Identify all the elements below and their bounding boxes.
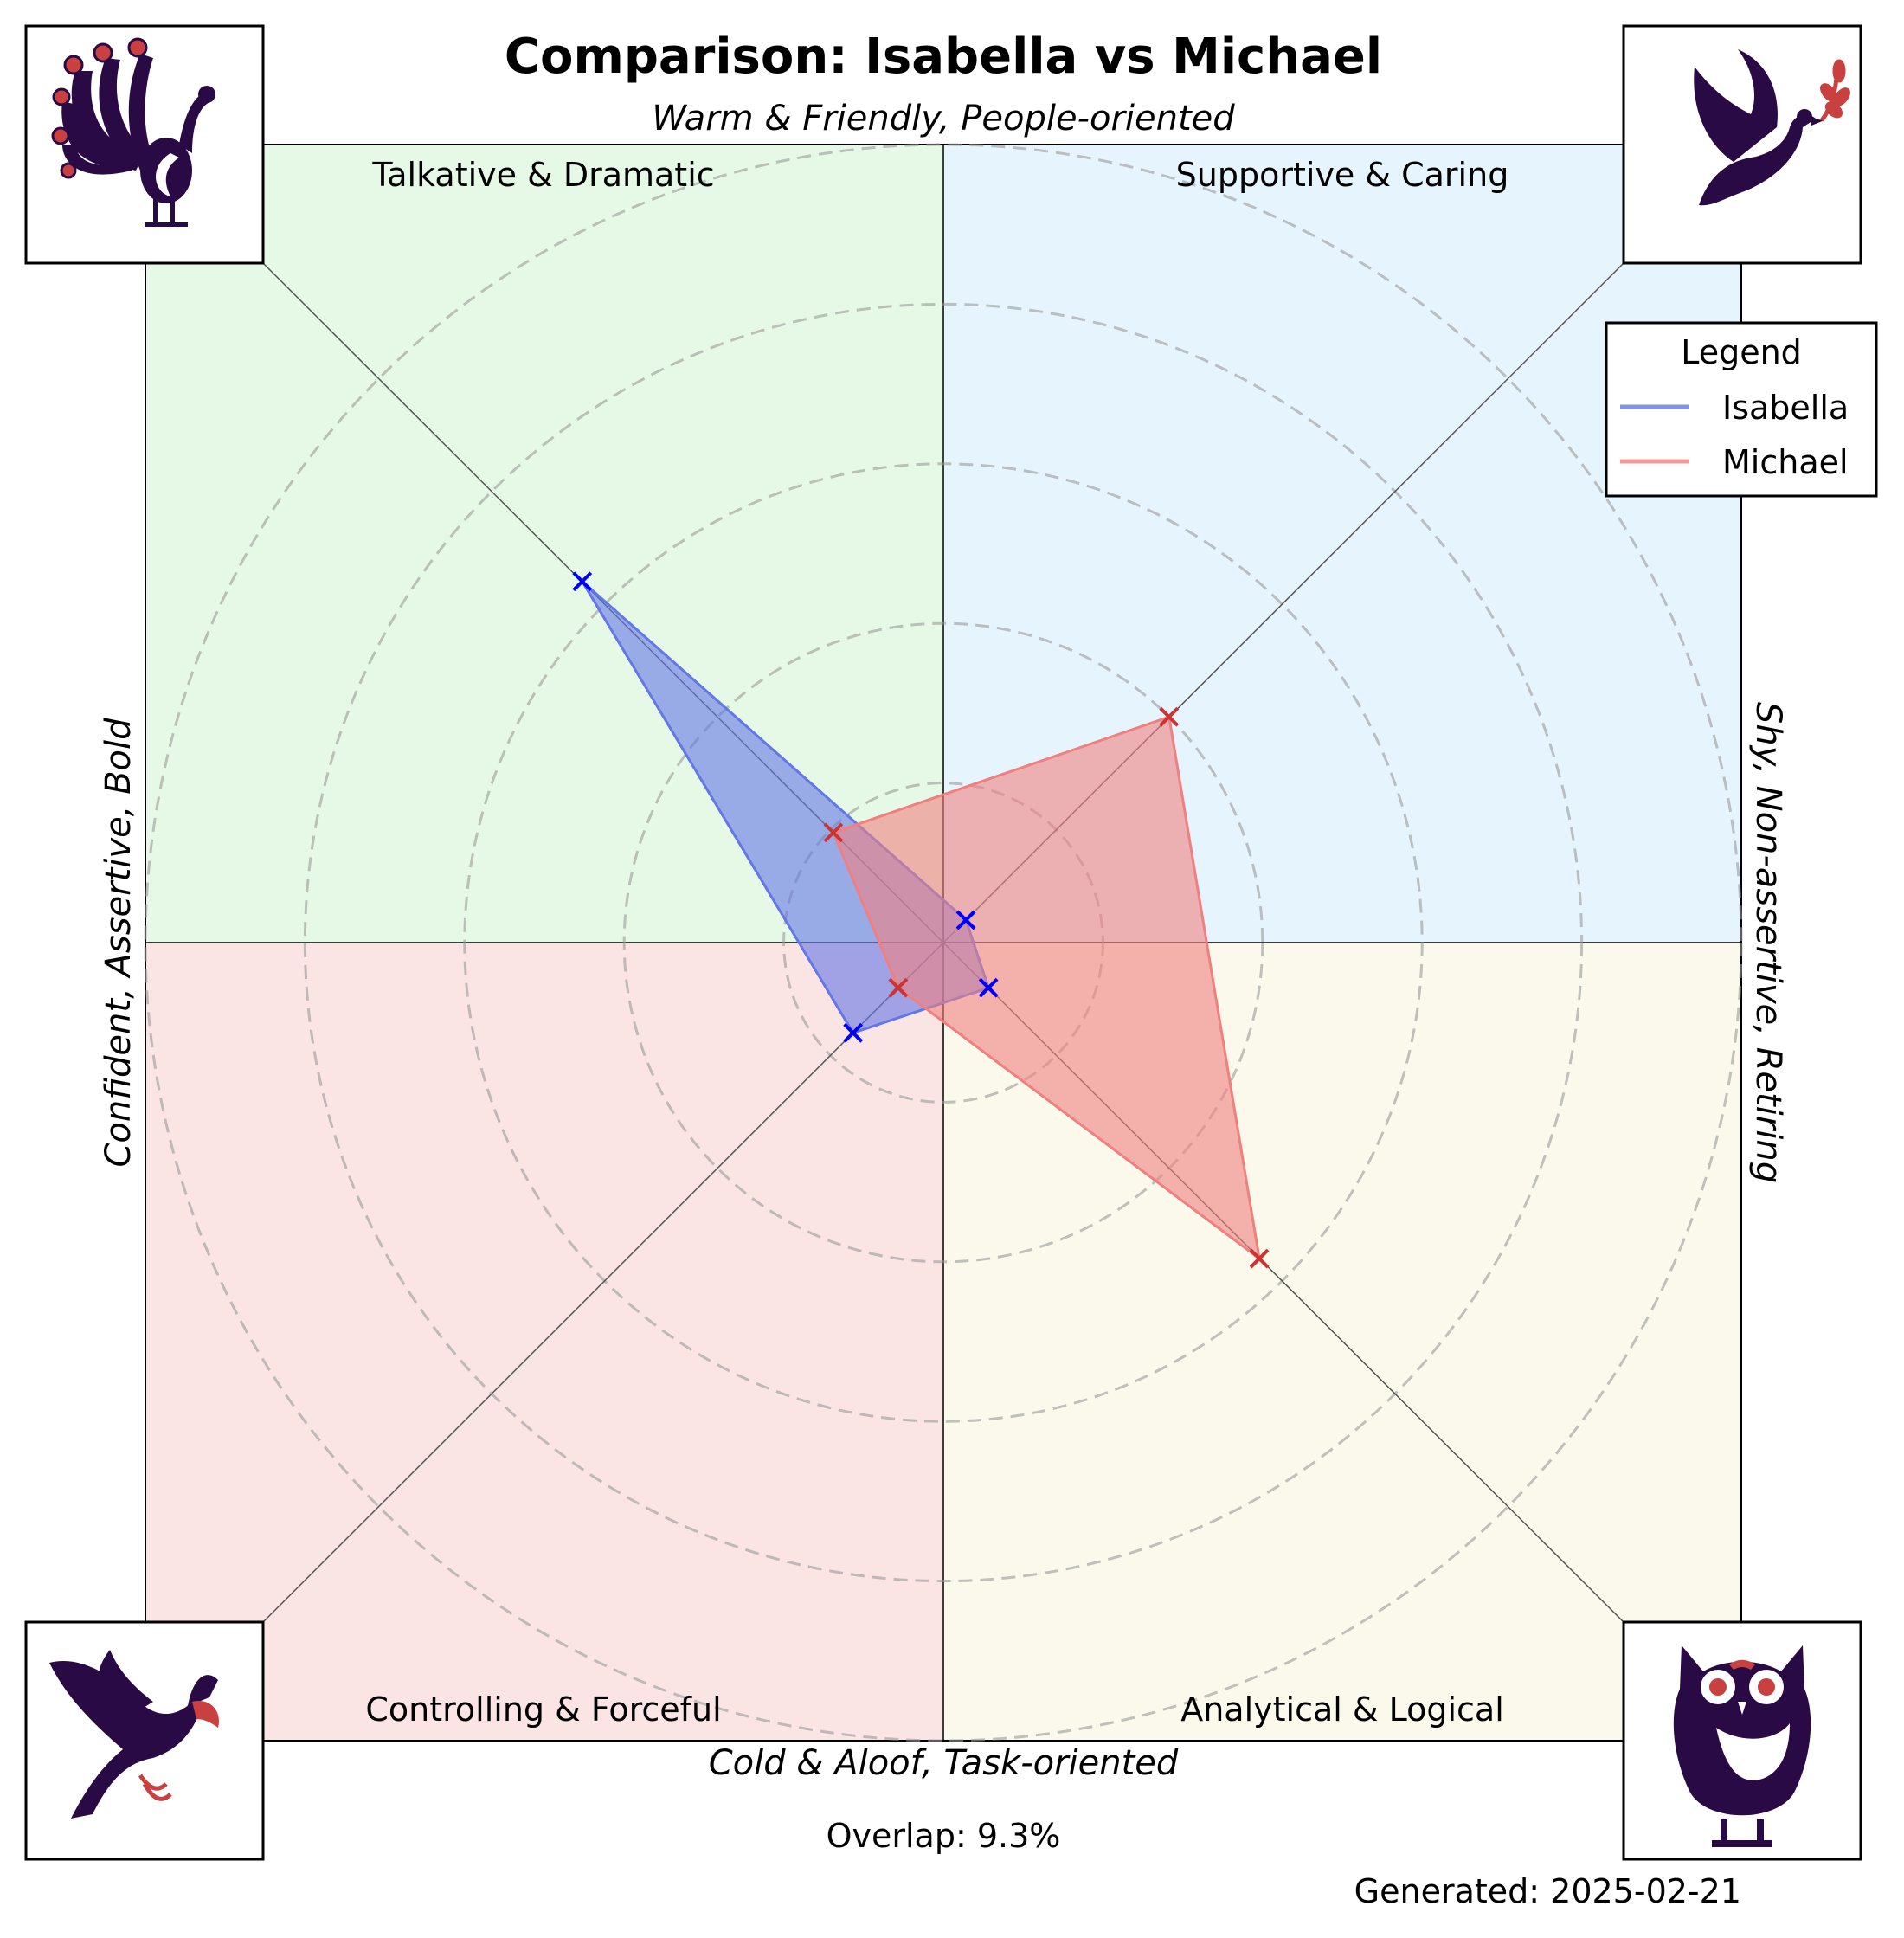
generated-date: Generated: 2025-02-21 xyxy=(1354,1872,1741,1910)
axis-label-bottom: Cold & Aloof, Task-oriented xyxy=(709,1743,1179,1783)
corner-eagle xyxy=(24,1620,265,1861)
legend-label-isabella: Isabella xyxy=(1722,389,1849,427)
axis-label-left: Confident, Assertive, Bold xyxy=(99,718,138,1168)
quadrant-label-bottom-right: Analytical & Logical xyxy=(1180,1690,1504,1729)
grid-ring xyxy=(622,621,1264,1264)
data-point-michael-top-left xyxy=(823,822,844,843)
overlap-text: Overlap: 9.3% xyxy=(827,1817,1061,1855)
eagle-icon xyxy=(49,1650,219,1819)
corner-owl xyxy=(1622,1620,1862,1861)
grid-ring xyxy=(463,462,1424,1423)
data-point-isabella-bottom-right xyxy=(978,977,999,998)
data-point-michael-top-right xyxy=(1159,706,1180,727)
data-point-isabella-bottom-left xyxy=(843,1022,864,1043)
legend: Legend Isabella Michael xyxy=(1605,321,1878,498)
legend-title: Legend xyxy=(1681,333,1802,371)
axis-label-right: Shy, Non-assertive, Retiring xyxy=(1748,702,1788,1183)
data-point-isabella-top-right xyxy=(955,910,976,930)
corner-dove xyxy=(1622,24,1862,265)
axis-label-top: Warm & Friendly, People-oriented xyxy=(652,99,1235,138)
quadrant-label-top-right: Supportive & Caring xyxy=(1176,156,1509,194)
series-layer xyxy=(572,571,1270,1269)
grid-ring xyxy=(144,143,1743,1742)
peacock-icon xyxy=(51,37,215,227)
data-point-michael-bottom-left xyxy=(888,977,909,998)
data-point-isabella-top-left xyxy=(572,571,593,592)
dove-icon xyxy=(1694,49,1850,206)
corner-peacock xyxy=(24,24,265,265)
quadrant-label-bottom-left: Controlling & Forceful xyxy=(365,1690,721,1729)
grid-ring xyxy=(303,302,1584,1583)
data-point-michael-bottom-right xyxy=(1249,1248,1270,1269)
chart-title: Comparison: Isabella vs Michael xyxy=(505,29,1382,85)
owl-icon xyxy=(1673,1645,1811,1847)
direction-line-bottom-left xyxy=(262,942,944,1623)
grid-rings xyxy=(144,143,1743,1742)
quadrant-label-top-left: Talkative & Dramatic xyxy=(371,156,714,194)
legend-label-michael: Michael xyxy=(1722,443,1849,481)
